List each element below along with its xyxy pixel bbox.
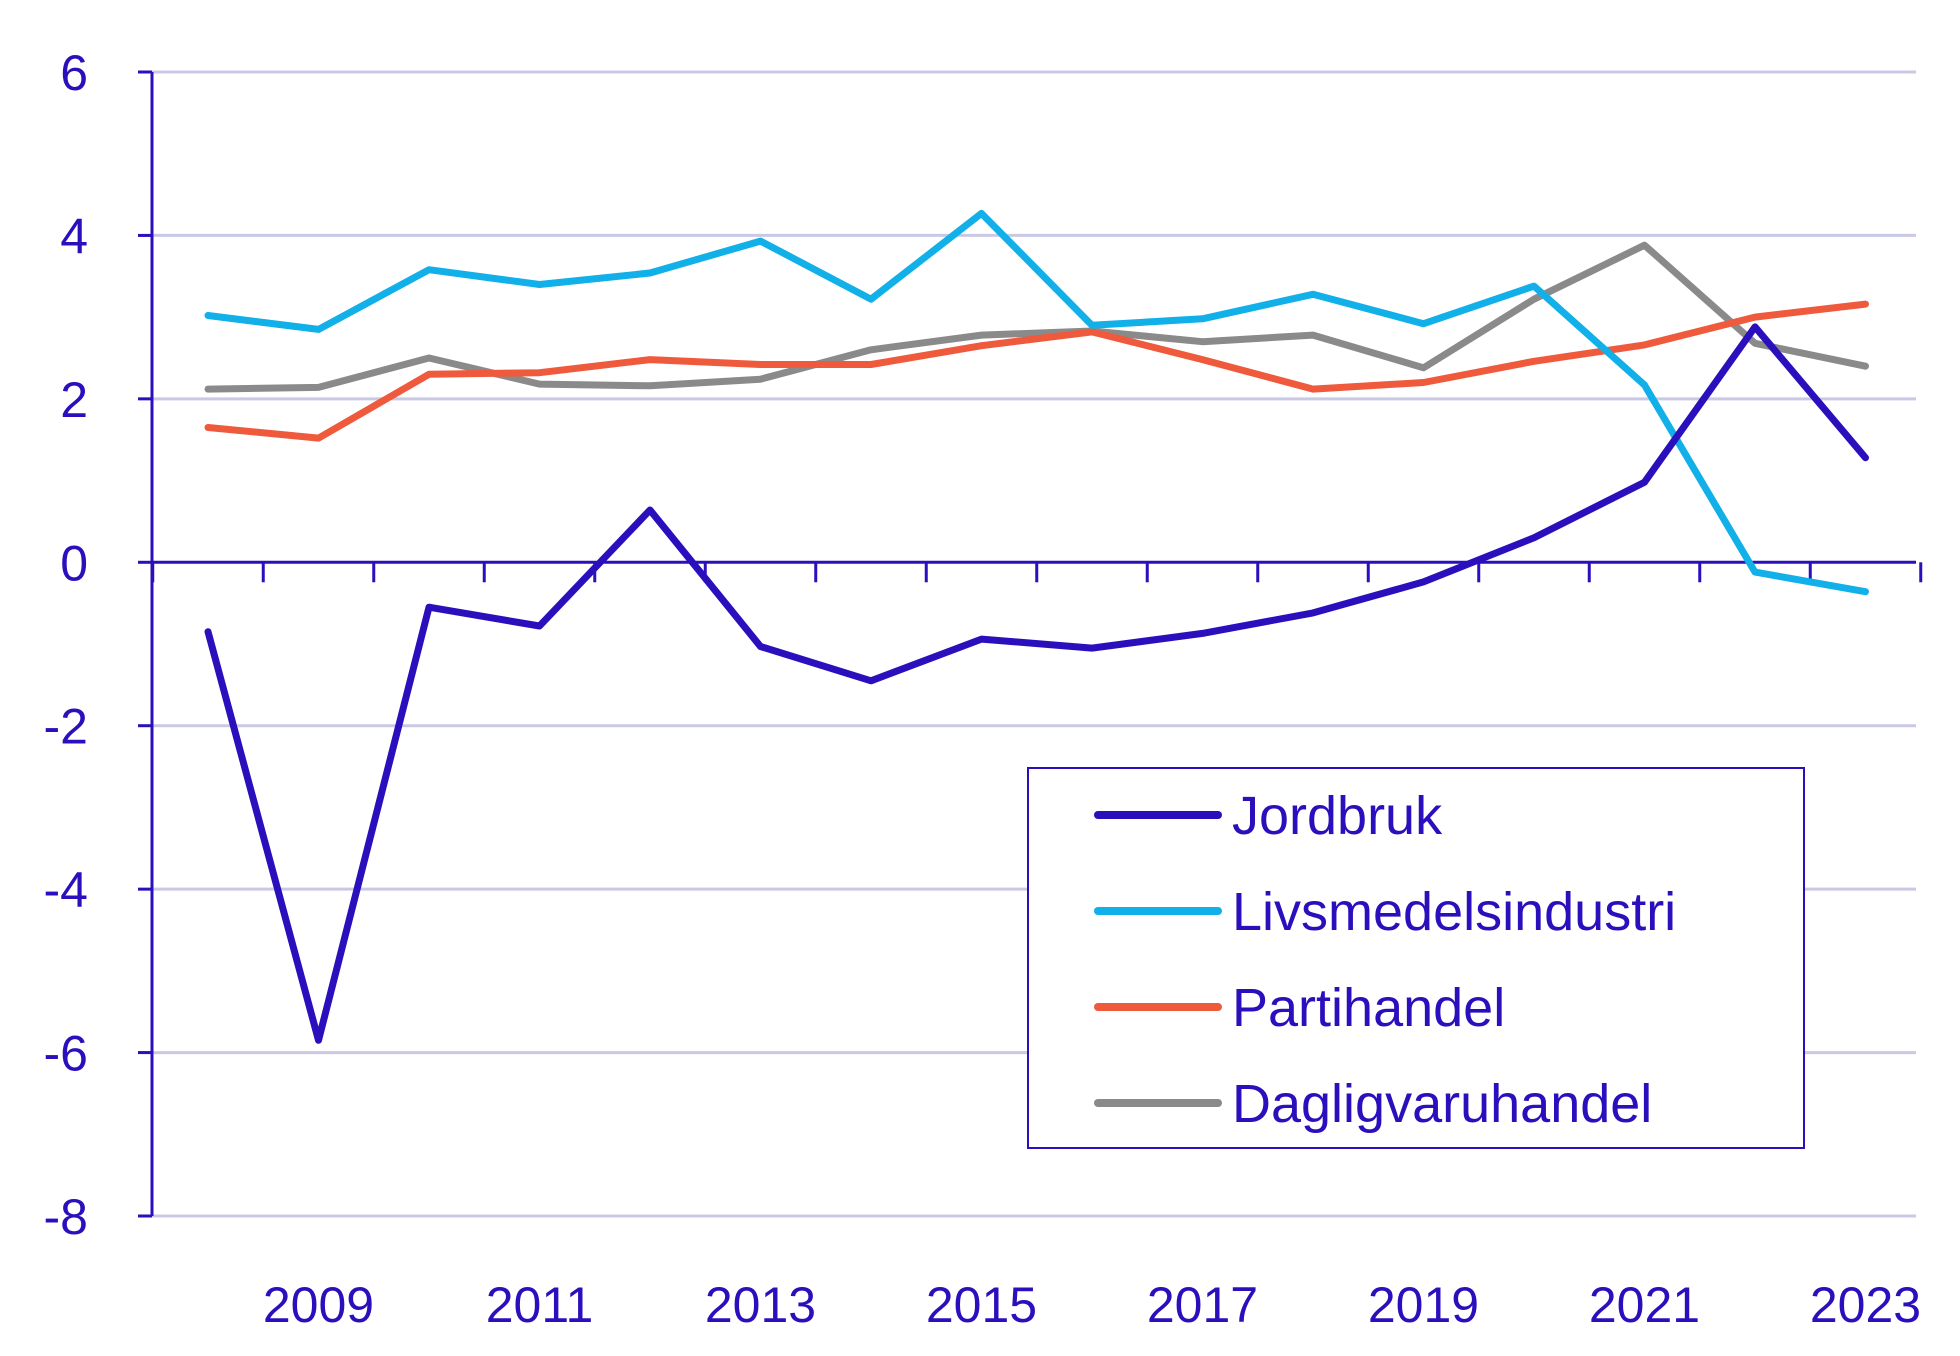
series-line-jordbruk (204, 323, 1869, 1044)
x-tick-label: 2021 (1589, 1277, 1700, 1333)
y-tick-label: -4 (44, 862, 88, 918)
x-tick-label: 2023 (1810, 1277, 1921, 1333)
y-tick-label: -6 (44, 1026, 88, 1082)
y-tick-label: -8 (44, 1189, 88, 1245)
legend-label: Jordbruk (1232, 786, 1443, 846)
series-line-partihandel (204, 300, 1869, 442)
x-tick-label: 2017 (1147, 1277, 1258, 1333)
x-tick-label: 2011 (486, 1277, 594, 1333)
series-line-livsmedelsindustri (204, 209, 1869, 596)
y-tick-labels: 6 4 2 0 -2 -4 -6 -8 (44, 45, 88, 1245)
series-lines (204, 209, 1869, 1044)
legend-box (1027, 767, 1805, 1149)
x-tick-label: 2009 (263, 1277, 374, 1333)
legend-label: Livsmedelsindustri (1232, 882, 1676, 942)
legend-label: Partihandel (1232, 978, 1505, 1038)
y-tick-label: 0 (60, 535, 88, 591)
x-tick-label: 2019 (1368, 1277, 1479, 1333)
legend-label: Dagligvaruhandel (1232, 1074, 1652, 1134)
x-tick-label: 2015 (926, 1277, 1037, 1333)
y-tick-label: 6 (60, 45, 88, 101)
legend: Jordbruk Livsmedelsindustri Partihandel Dag… (1027, 767, 1805, 1149)
y-tick-label: 2 (60, 372, 88, 428)
x-tick-label: 2013 (705, 1277, 816, 1333)
y-tick-label: 4 (60, 208, 88, 264)
x-tick-labels: 2009 2011 2013 2015 2017 2019 2021 2023 (263, 1277, 1921, 1333)
y-tick-label: -2 (44, 699, 88, 755)
